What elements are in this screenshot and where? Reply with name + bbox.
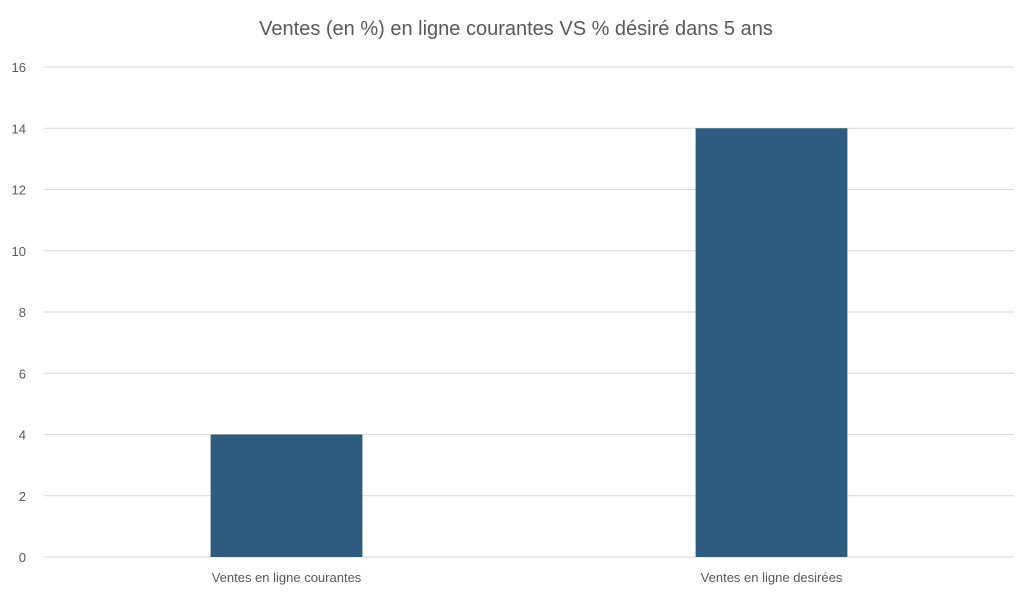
bar (210, 434, 363, 557)
bar (695, 128, 848, 557)
y-tick-label: 8 (19, 305, 26, 320)
y-tick-label: 0 (19, 550, 26, 565)
y-tick-label: 14 (12, 121, 26, 136)
x-category-label: Ventes en ligne courantes (212, 570, 362, 585)
x-axis-category-labels: Ventes en ligne courantes Ventes en ligne… (212, 570, 843, 585)
gridlines (44, 66, 1014, 558)
x-category-label: Ventes en ligne desirées (701, 570, 843, 585)
y-tick-label: 2 (19, 489, 26, 504)
bars (210, 128, 848, 557)
y-tick-label: 6 (19, 366, 26, 381)
chart-title: Ventes (en %) en ligne courantes VS % dé… (259, 18, 773, 40)
y-tick-label: 12 (12, 183, 26, 198)
y-tick-label: 4 (19, 428, 26, 443)
y-axis-tick-labels: 0 2 4 6 8 10 12 14 16 (12, 60, 26, 565)
y-tick-label: 16 (12, 60, 26, 75)
y-tick-label: 10 (12, 244, 26, 259)
